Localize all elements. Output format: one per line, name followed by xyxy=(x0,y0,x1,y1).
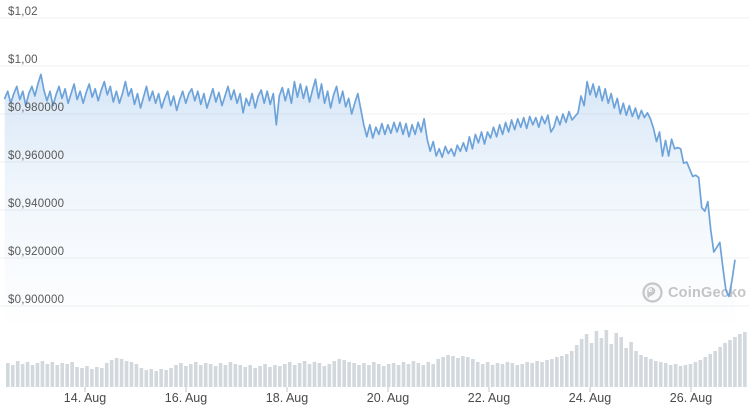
x-axis-label: 24. Aug xyxy=(568,391,612,405)
x-axis-label: 20. Aug xyxy=(366,391,410,405)
price-area xyxy=(4,74,735,333)
y-axis-label: $1,00 xyxy=(8,54,38,66)
y-axis-label: $0,980000 xyxy=(8,102,65,114)
y-axis-label: $0,940000 xyxy=(8,198,65,210)
x-axis-ticks xyxy=(84,387,692,392)
x-axis-label: 18. Aug xyxy=(265,391,309,405)
x-axis-label: 26. Aug xyxy=(669,391,713,405)
x-axis-label: 16. Aug xyxy=(164,391,208,405)
y-axis-label: $0,900000 xyxy=(8,294,65,306)
x-axis-label: 14. Aug xyxy=(63,391,107,405)
y-axis-label: $1,02 xyxy=(8,6,38,18)
volume-bars xyxy=(6,330,747,387)
y-axis-label: $0,920000 xyxy=(8,246,65,258)
y-axis-label: $0,960000 xyxy=(8,150,65,162)
price-line xyxy=(3,73,736,298)
x-axis-label: 22. Aug xyxy=(467,391,511,405)
